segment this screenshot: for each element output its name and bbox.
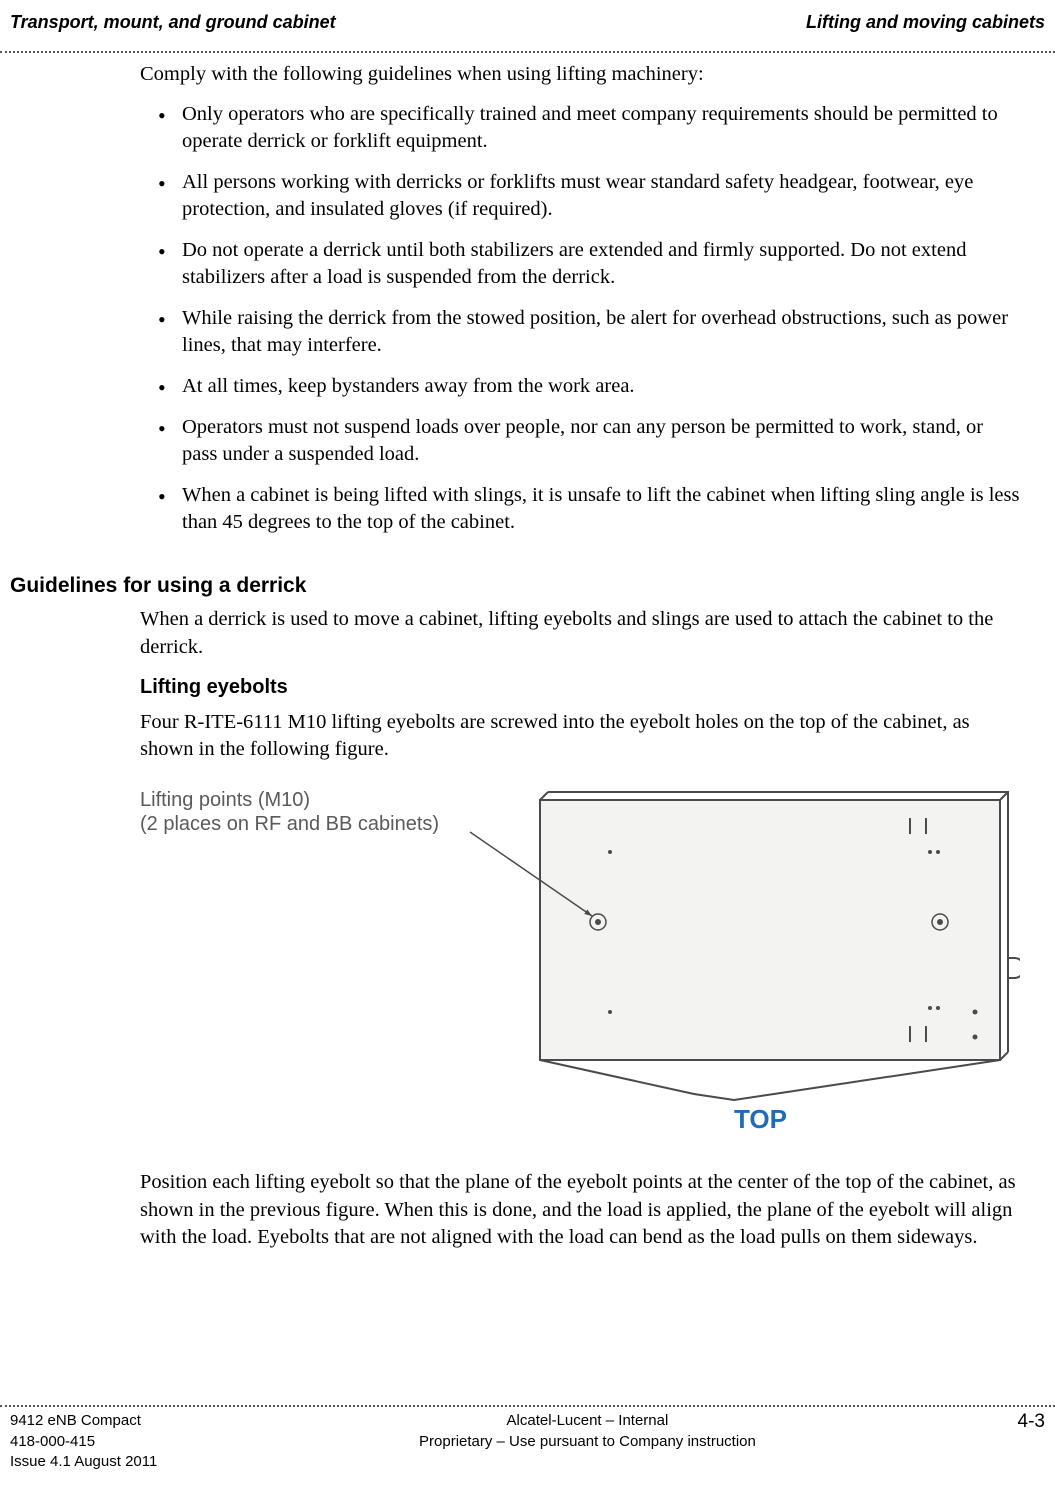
running-header: Transport, mount, and ground cabinet Lif… [0,0,1055,33]
list-item: Do not operate a derrick until both stab… [182,237,1025,291]
paragraph: Position each lifting eyebolt so that th… [140,1169,1025,1252]
guidelines-list: Only operators who are specifically trai… [140,101,1025,537]
list-item: All persons working with derricks or for… [182,169,1025,223]
header-left: Transport, mount, and ground cabinet [10,12,336,33]
footer-classification: Alcatel-Lucent – Internal [419,1411,756,1431]
paragraph: When a derrick is used to move a cabinet… [140,606,1025,661]
page: Transport, mount, and ground cabinet Lif… [0,0,1055,1490]
footer-center: Alcatel-Lucent – Internal Proprietary – … [419,1411,756,1452]
footer-product: 9412 eNB Compact [10,1411,157,1431]
header-right: Lifting and moving cabinets [806,12,1045,33]
list-item: While raising the derrick from the stowe… [182,305,1025,359]
svg-text:Lifting points (M10): Lifting points (M10) [140,789,310,811]
list-item: Operators must not suspend loads over pe… [182,414,1025,468]
footer-issue: Issue 4.1 August 2011 [10,1452,157,1472]
subsection-heading-eyebolts: Lifting eyebolts [140,676,1025,699]
header-divider [0,51,1055,53]
page-footer: 9412 eNB Compact 418-000-415 Issue 4.1 A… [0,1405,1055,1472]
figure-lifting-points: Lifting points (M10)(2 places on RF and … [140,782,1025,1147]
svg-text:(2 places on RF and BB cabinet: (2 places on RF and BB cabinets) [140,813,439,835]
body-column: Comply with the following guidelines whe… [0,61,1055,536]
footer-left: 9412 eNB Compact 418-000-415 Issue 4.1 A… [10,1411,157,1472]
section-heading-derrick: Guidelines for using a derrick [0,550,1055,606]
list-item: At all times, keep bystanders away from … [182,373,1025,400]
svg-text:TOP: TOP [734,1104,787,1134]
footer-page-number: 4-3 [1018,1411,1045,1433]
intro-paragraph: Comply with the following guidelines whe… [140,61,1025,89]
footer-docnum: 418-000-415 [10,1432,157,1452]
list-item: Only operators who are specifically trai… [182,101,1025,155]
paragraph: Four R-ITE-6111 M10 lifting eyebolts are… [140,709,1025,764]
list-item: When a cabinet is being lifted with slin… [182,482,1025,536]
footer-proprietary: Proprietary – Use pursuant to Company in… [419,1432,756,1452]
section-body: When a derrick is used to move a cabinet… [0,606,1055,1252]
figure-svg: Lifting points (M10)(2 places on RF and … [140,782,1020,1142]
